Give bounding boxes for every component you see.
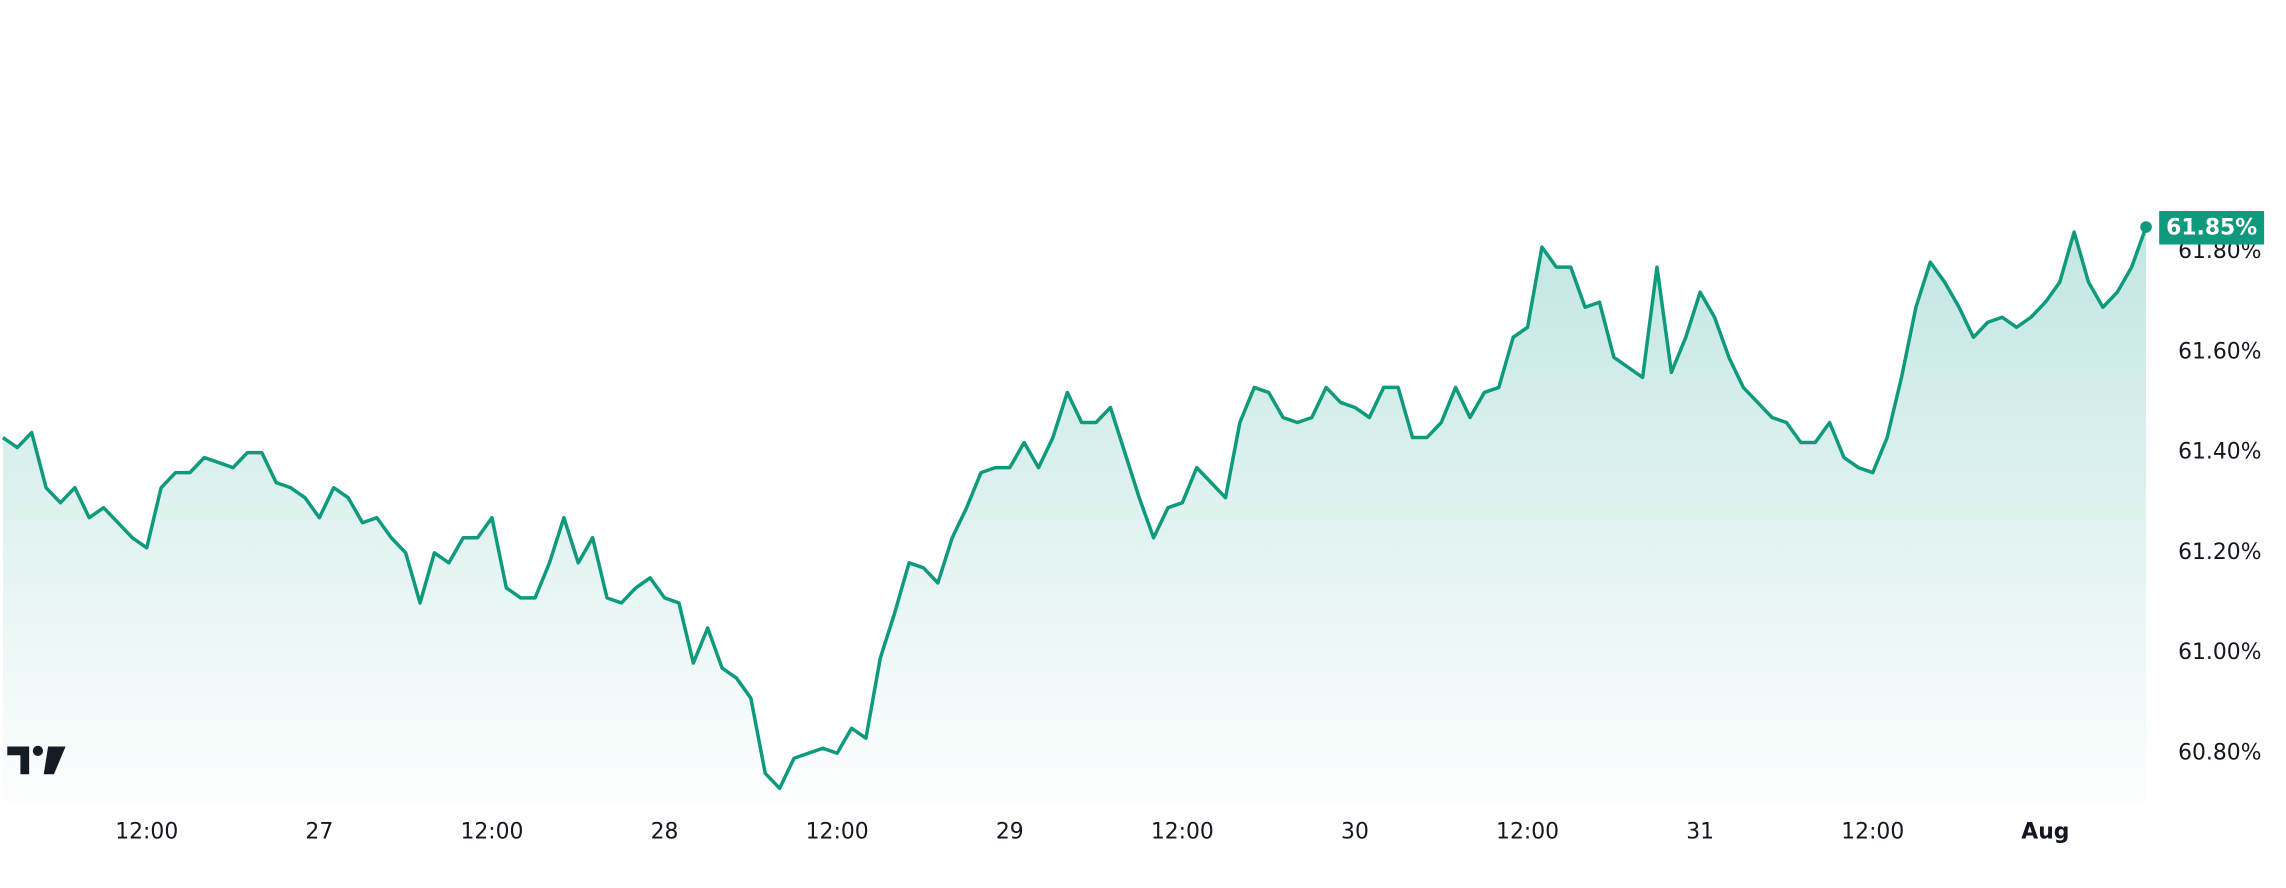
x-tick-label: 27 [305, 820, 333, 845]
x-tick-label: 12:00 [806, 820, 869, 845]
x-tick-label: 12:00 [460, 820, 523, 845]
x-tick-label: 12:00 [1496, 820, 1559, 845]
x-tick-label: 12:00 [1151, 820, 1214, 845]
x-tick-label: 12:00 [115, 820, 178, 845]
area-fill [2, 227, 2147, 804]
last-value-tag [2159, 211, 2265, 245]
y-tick-label: 60.80% [2178, 740, 2261, 765]
y-tick-label: 61.60% [2178, 339, 2261, 364]
y-tick-label: 61.20% [2178, 540, 2261, 565]
x-tick-label: Aug [2021, 820, 2069, 845]
x-tick-label: 28 [651, 820, 679, 845]
price-line [1, 226, 2148, 791]
last-point [2140, 221, 2152, 233]
last-value-label: 61.85% [2166, 216, 2257, 241]
x-tick-label: 29 [996, 820, 1024, 845]
y-tick-label: 61.40% [2178, 440, 2261, 465]
x-tick-label: 12:00 [1841, 820, 1904, 845]
x-tick-label: 31 [1686, 820, 1714, 845]
x-tick-label: 30 [1341, 820, 1369, 845]
y-tick-label: 61.00% [2178, 640, 2261, 665]
